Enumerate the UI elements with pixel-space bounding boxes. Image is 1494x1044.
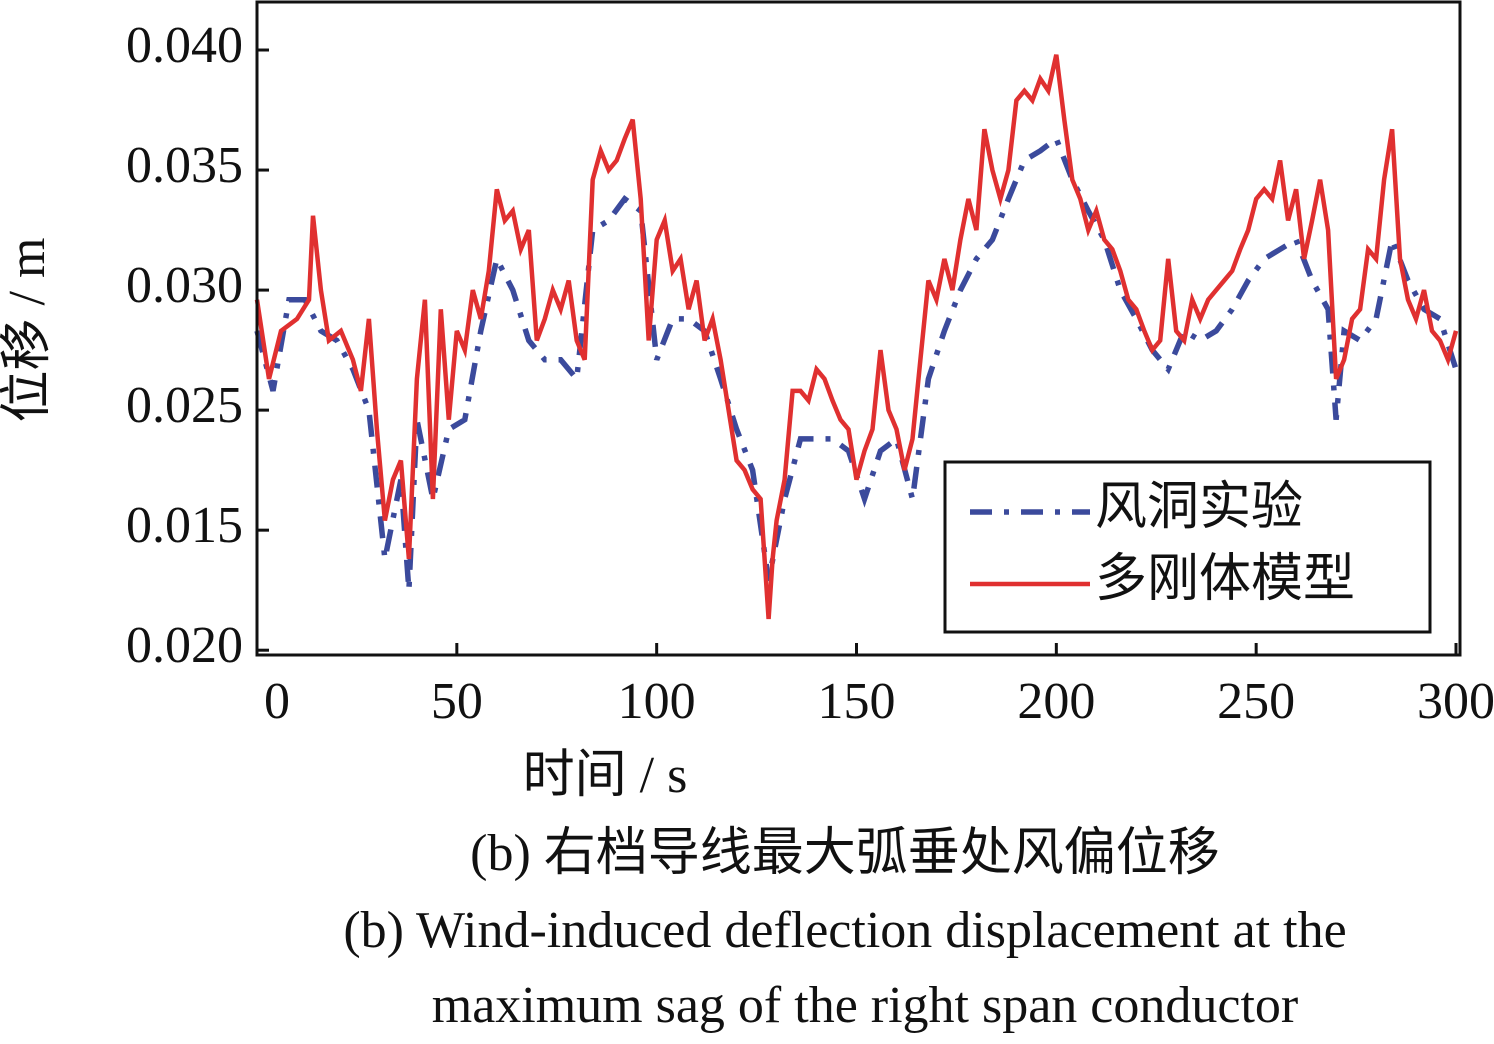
caption: (b) Wind-induced deflection displacement… bbox=[343, 902, 1346, 959]
x-tick-label: 200 bbox=[1017, 673, 1095, 730]
x-tick-label: 250 bbox=[1217, 673, 1295, 730]
caption: maximum sag of the right span conductor bbox=[432, 977, 1298, 1034]
x-tick-label: 0 bbox=[264, 673, 290, 730]
x-tick-label: 100 bbox=[618, 673, 696, 730]
legend-label: 多刚体模型 bbox=[1095, 551, 1355, 608]
data-line bbox=[254, 54, 1459, 620]
x-tick-label: 300 bbox=[1417, 673, 1494, 730]
y-axis-label: 位移 / m bbox=[0, 238, 56, 423]
y-tick-label: 0.035 bbox=[126, 137, 243, 194]
y-tick-label: 0.025 bbox=[126, 377, 243, 434]
x-tick-label: 50 bbox=[431, 673, 483, 730]
x-axis-label: 时间 / s bbox=[523, 747, 688, 804]
plot-frame bbox=[255, 0, 1462, 657]
caption: (b) 右档导线最大弧垂处风偏位移 bbox=[470, 825, 1220, 882]
y-tick-label: 0.015 bbox=[126, 497, 243, 554]
y-tick-label: 0.030 bbox=[126, 257, 243, 314]
x-tick-label: 150 bbox=[818, 673, 896, 730]
legend-label: 风洞实验 bbox=[1095, 479, 1303, 536]
y-tick-label: 0.020 bbox=[126, 617, 243, 674]
legend-box bbox=[943, 460, 1432, 634]
y-tick-label: 0.040 bbox=[126, 17, 243, 74]
